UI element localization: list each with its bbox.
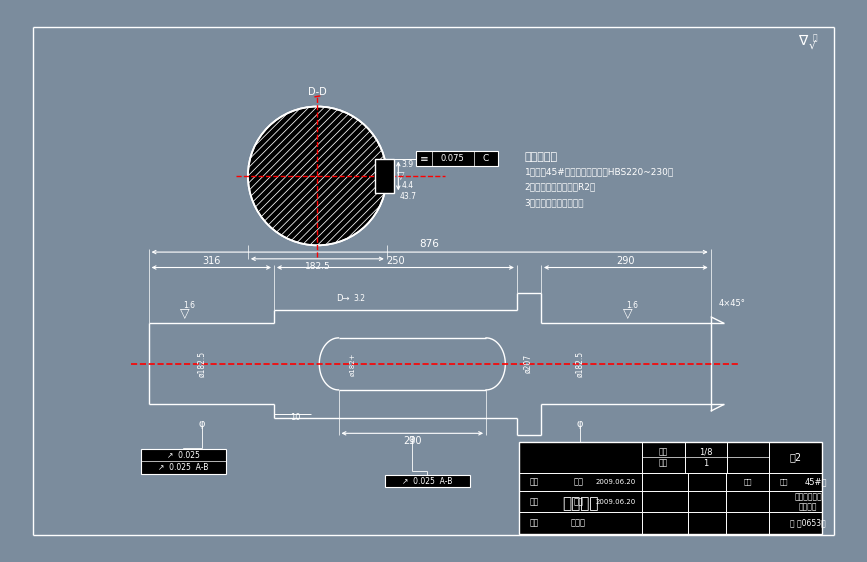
Text: ↗  0.025  A-B: ↗ 0.025 A-B — [621, 463, 671, 472]
Text: 制图: 制图 — [530, 478, 539, 487]
Text: ø182+: ø182+ — [350, 352, 356, 375]
Text: ø182.5: ø182.5 — [575, 351, 584, 377]
Text: 43.7: 43.7 — [400, 192, 416, 201]
Text: 250: 250 — [386, 256, 405, 266]
Circle shape — [248, 107, 387, 246]
Text: ↗  0.025: ↗ 0.025 — [629, 451, 662, 460]
Text: φ: φ — [577, 419, 583, 429]
Text: ø207: ø207 — [524, 355, 533, 374]
Text: 4×45°: 4×45° — [719, 298, 746, 307]
Bar — [385, 475, 470, 487]
Text: 材料: 材料 — [779, 479, 788, 486]
Text: 技术要求：: 技术要求： — [525, 152, 557, 162]
Bar — [603, 448, 688, 474]
Text: 1: 1 — [703, 459, 708, 468]
Text: 图2: 图2 — [790, 452, 802, 463]
Text: 赵阳: 赵阳 — [574, 478, 583, 487]
Text: √: √ — [808, 41, 816, 51]
Text: 1.6: 1.6 — [183, 301, 195, 310]
Text: 3、锐角倒棱，去毛刺。: 3、锐角倒棱，去毛刺。 — [525, 198, 584, 207]
Text: φ: φ — [408, 434, 415, 444]
Text: ↗  0.025  A-B: ↗ 0.025 A-B — [158, 463, 209, 472]
Text: 赵阳: 赵阳 — [574, 497, 583, 506]
Text: 290: 290 — [616, 256, 635, 266]
Text: 传动短轴: 传动短轴 — [563, 496, 599, 511]
Text: ▽: ▽ — [179, 307, 189, 320]
Text: C: C — [482, 154, 489, 163]
Text: ↗  0.025: ↗ 0.025 — [167, 451, 199, 460]
Text: 4.4: 4.4 — [402, 181, 414, 190]
Text: 机 为0653班: 机 为0653班 — [790, 519, 826, 528]
Text: ≡: ≡ — [420, 153, 428, 164]
Text: 182.5: 182.5 — [304, 262, 330, 271]
Text: ∇: ∇ — [798, 34, 807, 48]
Text: D-D: D-D — [308, 87, 327, 97]
Text: 2、未注明圆角半径为R2；: 2、未注明圆角半径为R2； — [525, 183, 596, 192]
Text: 机电学院: 机电学院 — [799, 502, 818, 511]
Text: 河南科技学院: 河南科技学院 — [794, 492, 822, 501]
Text: φ: φ — [199, 419, 205, 429]
Text: 3.9: 3.9 — [402, 160, 414, 169]
Text: 马利杰: 马利杰 — [571, 519, 586, 528]
Text: ↗  0.025  A-B: ↗ 0.025 A-B — [402, 477, 453, 486]
Text: 比例: 比例 — [659, 447, 668, 456]
Text: 0.075: 0.075 — [441, 154, 465, 163]
Bar — [415, 151, 498, 166]
Text: 1.6: 1.6 — [627, 301, 639, 310]
Text: 余: 余 — [812, 34, 817, 43]
Text: ▽: ▽ — [623, 307, 633, 320]
Text: 3.2: 3.2 — [354, 294, 366, 303]
Text: 10: 10 — [290, 414, 301, 423]
Text: 数量: 数量 — [659, 459, 668, 468]
Bar — [375, 158, 394, 193]
Text: 45#钢: 45#钢 — [805, 478, 827, 487]
Text: 876: 876 — [420, 239, 440, 250]
Bar — [518, 442, 823, 533]
Bar — [141, 448, 225, 474]
Text: 描图: 描图 — [530, 497, 539, 506]
Text: 2009.06.20: 2009.06.20 — [595, 498, 636, 505]
Text: 审核: 审核 — [530, 519, 539, 528]
Text: 1/8: 1/8 — [699, 447, 713, 456]
Text: ▽: ▽ — [396, 171, 404, 181]
Text: 1、材料45#导钢，调质处理，HBS220~230；: 1、材料45#导钢，调质处理，HBS220~230； — [525, 167, 674, 176]
Text: 2009.06.20: 2009.06.20 — [595, 479, 636, 485]
Text: D→: D→ — [336, 294, 350, 303]
Text: 230: 230 — [403, 436, 421, 446]
Text: 316: 316 — [202, 256, 220, 266]
Text: 重量: 重量 — [744, 479, 752, 486]
Text: ø182.5: ø182.5 — [197, 351, 206, 377]
